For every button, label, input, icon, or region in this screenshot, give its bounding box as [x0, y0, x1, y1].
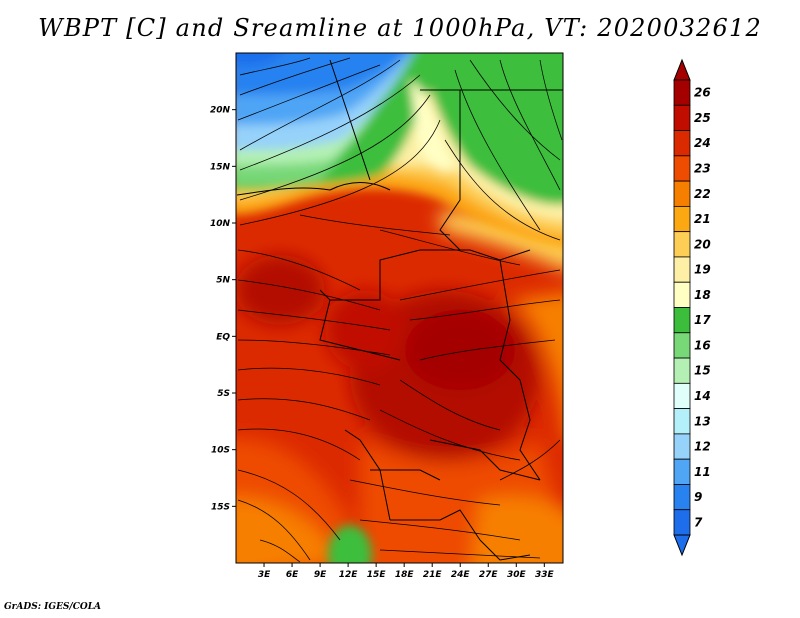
colorbar-swatch: [673, 484, 691, 511]
lon-tick-label: 12E: [339, 570, 359, 580]
lon-tick-label: 33E: [535, 570, 555, 580]
wbpt-field: [236, 53, 563, 563]
grads-credit: GrADS: IGES/COLA: [4, 602, 102, 612]
colorbar-label: 26: [694, 86, 711, 100]
colorbar-swatch: [673, 256, 691, 283]
lon-tick-label: 6E: [286, 570, 299, 580]
lat-tick-label: 10N: [210, 219, 231, 229]
colorbar-swatch: [673, 332, 691, 359]
colorbar-swatch: [673, 458, 691, 485]
colorbar-swatch: [673, 433, 691, 460]
colorbar-swatch: [673, 231, 691, 258]
colorbar-label: 12: [694, 440, 711, 454]
colorbar-swatch: [673, 130, 691, 157]
colorbar-swatch: [673, 382, 691, 410]
lat-tick-label: 15S: [211, 502, 230, 512]
colorbar-label: 24: [694, 136, 711, 150]
country-borders: [236, 59, 563, 561]
colorbar-label: 22: [694, 187, 711, 201]
lon-tick-label: 30E: [507, 570, 527, 580]
lon-tick-label: 27E: [479, 570, 499, 580]
colorbar-label: 20: [694, 237, 711, 251]
colorbar-label: 16: [694, 338, 711, 352]
colorbar-swatch: [673, 180, 691, 207]
page-title: WBPT [C] and Sreamline at 1000hPa, VT: 2…: [38, 14, 762, 42]
lat-tick-label: 10S: [211, 446, 230, 456]
colorbar-swatch: [673, 357, 691, 384]
lon-tick-label: 24E: [451, 570, 471, 580]
colorbar-label: 14: [694, 389, 711, 403]
colorbar-bottom-arrow: [673, 534, 691, 557]
lat-tick-label: EQ: [216, 332, 230, 342]
latitude-axis: 20N 15N 10N 5N EQ 5S 10S 15S: [210, 106, 236, 512]
colorbar-swatch: [673, 509, 691, 536]
colorbar-swatch: [673, 79, 691, 106]
colorbar-swatch: [673, 205, 691, 233]
colorbar-top-arrow: [673, 58, 691, 81]
lon-tick-label: 9E: [314, 570, 327, 580]
colorbar-label: 18: [694, 288, 711, 302]
colorbar-swatch: [673, 408, 691, 435]
colorbar-label: 15: [694, 364, 711, 378]
colorbar-label: 11: [694, 465, 711, 479]
colorbar: 26 25 24 23 22 21 20 19 18 17 16 15 14 13 12 11 9 7: [673, 58, 711, 557]
colorbar-label: 19: [694, 263, 711, 277]
lat-tick-label: 20N: [210, 106, 231, 116]
lon-tick-label: 21E: [423, 570, 443, 580]
colorbar-label: 7: [694, 515, 703, 529]
lon-tick-label: 18E: [395, 570, 415, 580]
colorbar-label: 25: [694, 111, 711, 125]
colorbar-swatch: [673, 307, 691, 334]
colorbar-swatch: [673, 155, 691, 182]
lon-tick-label: 15E: [367, 570, 387, 580]
lat-tick-label: 5S: [217, 389, 230, 399]
colorbar-label: 13: [694, 414, 711, 428]
colorbar-label: 21: [694, 212, 711, 226]
lat-tick-label: 15N: [210, 162, 231, 172]
streamlines: [237, 57, 563, 563]
lat-tick-label: 5N: [216, 276, 230, 286]
colorbar-swatch: [673, 281, 691, 308]
longitude-axis: 3E 6E 9E 12E 15E 18E 21E 24E 27E 30E 33E: [258, 563, 555, 580]
map-frame: [235, 52, 564, 564]
lon-tick-label: 3E: [258, 570, 271, 580]
colorbar-label: 9: [694, 490, 702, 504]
colorbar-swatch: [673, 104, 691, 131]
colorbar-label: 17: [694, 313, 711, 327]
colorbar-label: 23: [694, 161, 711, 175]
